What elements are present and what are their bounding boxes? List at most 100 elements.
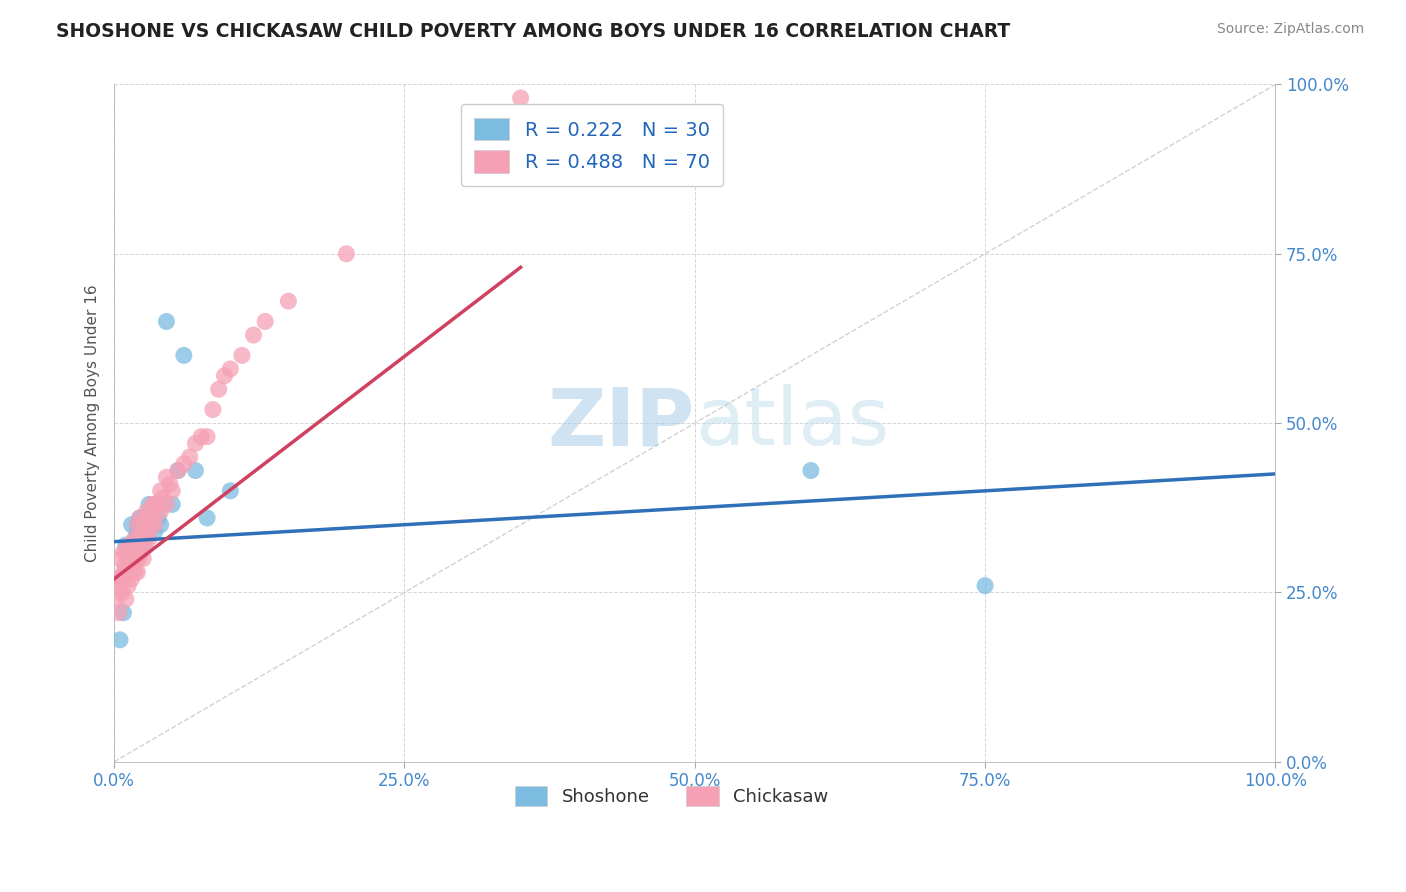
- Point: [128, 531, 150, 545]
- Point: [141, 517, 163, 532]
- Point: [135, 504, 157, 518]
- Point: [231, 348, 253, 362]
- Point: [195, 511, 218, 525]
- Point: [219, 483, 242, 498]
- Point: [117, 551, 139, 566]
- Legend: Shoshone, Chickasaw: Shoshone, Chickasaw: [508, 779, 835, 814]
- Point: [127, 517, 149, 532]
- Point: [128, 511, 150, 525]
- Text: atlas: atlas: [695, 384, 889, 462]
- Point: [114, 538, 136, 552]
- Text: ZIP: ZIP: [547, 384, 695, 462]
- Point: [114, 572, 136, 586]
- Point: [148, 511, 170, 525]
- Point: [138, 531, 160, 545]
- Point: [148, 497, 170, 511]
- Point: [173, 457, 195, 471]
- Point: [114, 558, 136, 573]
- Point: [132, 531, 155, 545]
- Point: [121, 538, 143, 552]
- Point: [190, 430, 212, 444]
- Point: [162, 497, 184, 511]
- Point: [152, 491, 174, 505]
- Point: [143, 517, 166, 532]
- Point: [155, 314, 177, 328]
- Point: [141, 517, 163, 532]
- Point: [509, 91, 531, 105]
- Point: [173, 348, 195, 362]
- Point: [108, 551, 131, 566]
- Text: SHOSHONE VS CHICKASAW CHILD POVERTY AMONG BOYS UNDER 16 CORRELATION CHART: SHOSHONE VS CHICKASAW CHILD POVERTY AMON…: [56, 22, 1011, 41]
- Point: [114, 565, 136, 579]
- Point: [277, 294, 299, 309]
- Point: [135, 524, 157, 539]
- Point: [107, 572, 129, 586]
- Point: [122, 545, 145, 559]
- Point: [195, 430, 218, 444]
- Point: [121, 572, 143, 586]
- Point: [121, 551, 143, 566]
- Point: [124, 565, 146, 579]
- Point: [112, 606, 135, 620]
- Point: [135, 538, 157, 552]
- Point: [127, 545, 149, 559]
- Point: [132, 538, 155, 552]
- Point: [131, 524, 153, 539]
- Point: [124, 531, 146, 545]
- Point: [108, 606, 131, 620]
- Point: [128, 511, 150, 525]
- Point: [111, 585, 134, 599]
- Point: [201, 402, 224, 417]
- Point: [159, 477, 181, 491]
- Point: [184, 463, 207, 477]
- Point: [141, 497, 163, 511]
- Point: [335, 246, 357, 260]
- Point: [219, 362, 242, 376]
- Point: [125, 551, 148, 566]
- Point: [132, 551, 155, 566]
- Point: [143, 497, 166, 511]
- Point: [114, 545, 136, 559]
- Point: [179, 450, 201, 464]
- Point: [138, 511, 160, 525]
- Text: Source: ZipAtlas.com: Source: ZipAtlas.com: [1216, 22, 1364, 37]
- Point: [254, 314, 277, 328]
- Point: [117, 579, 139, 593]
- Point: [124, 531, 146, 545]
- Point: [121, 558, 143, 573]
- Point: [149, 517, 172, 532]
- Point: [149, 504, 172, 518]
- Y-axis label: Child Poverty Among Boys Under 16: Child Poverty Among Boys Under 16: [86, 285, 100, 562]
- Point: [121, 538, 143, 552]
- Point: [142, 511, 165, 525]
- Point: [127, 517, 149, 532]
- Point: [242, 328, 264, 343]
- Point: [110, 572, 132, 586]
- Point: [162, 483, 184, 498]
- Point: [128, 551, 150, 566]
- Point: [167, 463, 190, 477]
- Point: [800, 463, 823, 477]
- Point: [143, 524, 166, 539]
- Point: [121, 517, 143, 532]
- Point: [208, 382, 231, 396]
- Point: [134, 517, 156, 532]
- Point: [127, 524, 149, 539]
- Point: [132, 511, 155, 525]
- Point: [138, 497, 160, 511]
- Point: [112, 545, 135, 559]
- Point: [214, 368, 236, 383]
- Point: [129, 545, 152, 559]
- Point: [118, 565, 141, 579]
- Point: [127, 565, 149, 579]
- Point: [135, 524, 157, 539]
- Point: [118, 538, 141, 552]
- Point: [105, 592, 128, 607]
- Point: [149, 497, 172, 511]
- Point: [167, 463, 190, 477]
- Point: [155, 497, 177, 511]
- Point: [114, 592, 136, 607]
- Point: [112, 565, 135, 579]
- Point: [155, 470, 177, 484]
- Point: [149, 483, 172, 498]
